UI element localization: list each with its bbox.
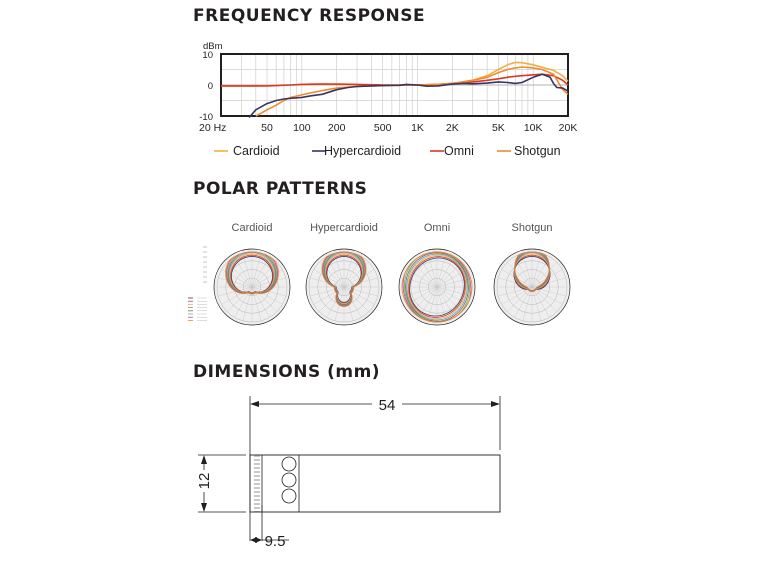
polar-patterns-chart: Cardioid Hypercardioid Omni Shotgun xyxy=(188,222,571,326)
polar-trace xyxy=(406,253,468,321)
vent-hole-bottom xyxy=(281,488,297,504)
polar-trace xyxy=(325,254,363,304)
polar-trace xyxy=(325,253,363,305)
x-tick-label: 50 xyxy=(261,122,273,134)
x-tick-label: 5K xyxy=(492,122,505,134)
legend-label: Hypercardioid xyxy=(324,144,401,158)
x-tick-label: 20 Hz xyxy=(199,122,226,134)
x-tick-label: 20K xyxy=(559,122,578,134)
polar-diagram-hypercardioid: Hypercardioid xyxy=(305,222,383,326)
y-tick-label: 0 xyxy=(208,81,213,92)
polar-spoke xyxy=(427,253,447,321)
microphone-body xyxy=(249,454,501,513)
dimensions-title: DIMENSIONS (mm) xyxy=(193,362,381,382)
polar-trace xyxy=(225,251,279,295)
legend-label: Omni xyxy=(444,144,474,158)
legend-label: Shotgun xyxy=(514,144,561,158)
polar-trace xyxy=(409,257,465,317)
length-label: 54 xyxy=(379,397,396,414)
polar-diagram-title: Cardioid xyxy=(232,222,273,234)
polar-diagram-title: Omni xyxy=(424,222,450,234)
diameter-arrow-top xyxy=(201,455,207,464)
polar-diagram-title: Hypercardioid xyxy=(310,222,378,234)
polar-patterns-title: POLAR PATTERNS xyxy=(193,179,368,199)
length-arrow-left xyxy=(250,401,259,407)
frequency-legend: Cardioid Hypercardioid Omni Shotgun xyxy=(214,144,561,158)
x-tick-label: 2K xyxy=(446,122,459,134)
polar-trace xyxy=(322,251,366,307)
polar-diagram-shotgun: Shotgun xyxy=(493,222,571,326)
x-tick-label: 100 xyxy=(293,122,311,134)
x-tick-label: 200 xyxy=(328,122,346,134)
x-tick-label: 10K xyxy=(524,122,543,134)
polar-diagram-title: Shotgun xyxy=(512,222,553,234)
polar-trace xyxy=(407,254,467,320)
polar-spoke xyxy=(334,253,354,321)
vent-hole-middle xyxy=(281,472,297,488)
x-tick-label: 500 xyxy=(374,122,392,134)
polar-trace xyxy=(408,256,466,318)
offset-label: 9.5 xyxy=(265,533,286,550)
polar-trace xyxy=(401,251,473,323)
polar-diagram-omni: Omni xyxy=(398,222,476,326)
polar-scale-legend xyxy=(188,246,207,321)
polar-diagram-cardioid: Cardioid xyxy=(213,222,291,326)
polar-trace xyxy=(323,251,365,306)
vent-hole-top xyxy=(281,456,297,472)
polar-spoke xyxy=(242,253,262,321)
polar-trace xyxy=(514,251,550,293)
y-axis-unit: dBm xyxy=(203,41,223,52)
frequency-response-title: FREQUENCY RESPONSE xyxy=(193,6,426,26)
diameter-arrow-bottom xyxy=(201,503,207,512)
polar-trace xyxy=(326,255,362,303)
polar-trace xyxy=(323,251,365,306)
legend-label: Cardioid xyxy=(233,144,280,158)
diameter-label: 12 xyxy=(196,473,213,490)
y-tick-label: -10 xyxy=(199,112,213,123)
y-tick-label: 10 xyxy=(202,50,213,61)
polar-spoke xyxy=(522,253,542,321)
polar-trace xyxy=(324,252,364,305)
length-arrow-right xyxy=(491,401,500,407)
polar-trace xyxy=(405,252,469,322)
offset-arrow-right xyxy=(255,537,262,543)
polar-trace xyxy=(321,251,367,308)
x-tick-label: 1K xyxy=(411,122,424,134)
series-line-hypercardioid xyxy=(248,73,569,119)
